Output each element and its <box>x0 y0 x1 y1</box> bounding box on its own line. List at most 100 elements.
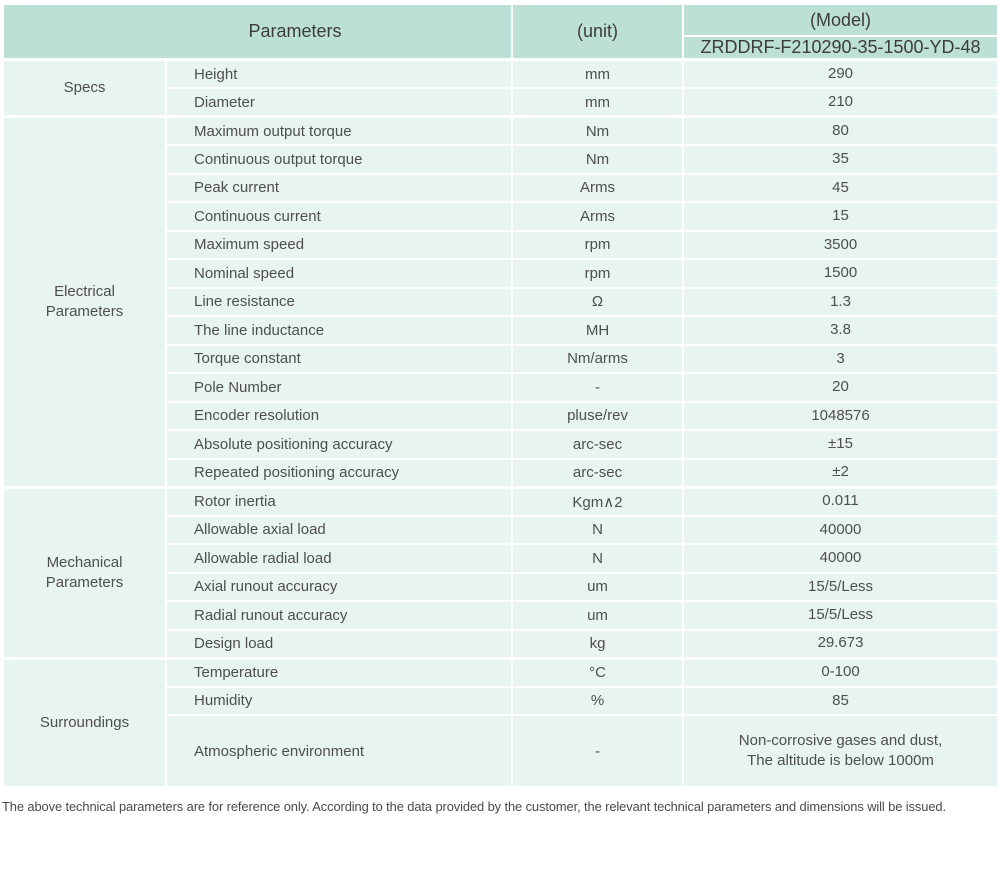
param-cell: Torque constant <box>164 343 514 374</box>
param-cell: Repeated positioning accuracy <box>164 457 514 488</box>
value-cell: 85 <box>682 685 999 716</box>
model-number-cell: ZRDDRF-F210290-35-1500-YD-48 <box>682 35 999 61</box>
value-cell: 45 <box>682 172 999 203</box>
value-cell: 35 <box>682 144 999 175</box>
header-row-1: Parameters (unit) (Model) <box>1 3 999 61</box>
value-cell: 15/5/Less <box>682 600 999 631</box>
unit-cell: Kgm∧2 <box>511 485 685 517</box>
value-cell: 3.8 <box>682 315 999 346</box>
value-cell: 20 <box>682 372 999 403</box>
value-cell: 3 <box>682 343 999 374</box>
value-cell: 210 <box>682 87 999 118</box>
table-row: Electrical Parameters Maximum output tor… <box>2 115 999 488</box>
unit-cell: MH <box>511 315 685 346</box>
param-cell: Height <box>164 58 514 89</box>
unit-cell: Arms <box>511 201 685 232</box>
table-row: Diameter mm 210 <box>3 87 999 118</box>
table-row: Allowable radial load N 40000 <box>3 543 999 574</box>
table-row: Torque constant Nm/arms 3 <box>3 343 999 374</box>
param-cell: Atmospheric environment <box>164 714 514 788</box>
param-cell: Design load <box>164 628 514 659</box>
spec-table: Parameters (unit) (Model) ZRDDRF-F210290… <box>1 3 999 788</box>
param-cell: Peak current <box>164 172 514 203</box>
value-cell: 1048576 <box>682 400 999 431</box>
value-cell: 0-100 <box>682 656 999 688</box>
param-cell: Maximum speed <box>164 229 514 260</box>
unit-cell: Ω <box>511 286 685 317</box>
param-cell: Absolute positioning accuracy <box>164 429 514 460</box>
unit-cell: - <box>511 714 685 788</box>
table-row: Surroundings Temperature °C 0-100 <box>2 656 999 788</box>
param-cell: Line resistance <box>164 286 514 317</box>
table-row: Repeated positioning accuracy arc-sec ±2 <box>3 457 999 488</box>
table-body: Specs Height mm 290 Diameter mm 210 Elec… <box>2 58 999 788</box>
table-header: Parameters (unit) (Model) ZRDDRF-F210290… <box>1 3 999 61</box>
table-row: Mechanical Parameters Rotor inertia Kgm∧… <box>2 485 999 659</box>
table-row: Allowable axial load N 40000 <box>3 514 999 545</box>
unit-cell: N <box>511 514 685 545</box>
unit-header-cell: (unit) <box>511 3 685 61</box>
header-row-2: ZRDDRF-F210290-35-1500-YD-48 <box>3 35 999 61</box>
table-row: Humidity % 85 <box>3 685 999 716</box>
param-cell: Diameter <box>164 87 514 118</box>
param-cell: Pole Number <box>164 372 514 403</box>
value-cell: 1500 <box>682 258 999 289</box>
param-cell: Temperature <box>164 656 514 688</box>
unit-cell: arc-sec <box>511 457 685 488</box>
param-cell: Rotor inertia <box>164 485 514 517</box>
value-cell: ±15 <box>682 429 999 460</box>
param-cell: Humidity <box>164 685 514 716</box>
param-cell: Encoder resolution <box>164 400 514 431</box>
group-cell-electrical: Electrical Parameters <box>2 115 167 488</box>
param-cell: Radial runout accuracy <box>164 600 514 631</box>
value-cell: 15 <box>682 201 999 232</box>
value-cell: 1.3 <box>682 286 999 317</box>
unit-cell: % <box>511 685 685 716</box>
page: Parameters (unit) (Model) ZRDDRF-F210290… <box>1 3 999 814</box>
param-cell: Maximum output torque <box>164 115 514 146</box>
param-cell: Continuous output torque <box>164 144 514 175</box>
param-cell: Allowable radial load <box>164 543 514 574</box>
unit-cell: pluse/rev <box>511 400 685 431</box>
value-cell: 40000 <box>682 543 999 574</box>
unit-cell: Nm <box>511 115 685 146</box>
unit-cell: um <box>511 600 685 631</box>
param-cell: Nominal speed <box>164 258 514 289</box>
value-cell: 15/5/Less <box>682 571 999 602</box>
unit-cell: um <box>511 571 685 602</box>
param-cell: Axial runout accuracy <box>164 571 514 602</box>
unit-cell: mm <box>511 58 685 89</box>
param-cell: The line inductance <box>164 315 514 346</box>
unit-cell: rpm <box>511 258 685 289</box>
value-cell: 290 <box>682 58 999 89</box>
unit-cell: kg <box>511 628 685 659</box>
table-row: Continuous output torque Nm 35 <box>3 144 999 175</box>
value-cell: 80 <box>682 115 999 146</box>
unit-cell: Nm/arms <box>511 343 685 374</box>
unit-cell: °C <box>511 656 685 688</box>
model-header-cell: (Model) <box>682 3 999 37</box>
table-row: Axial runout accuracy um 15/5/Less <box>3 571 999 602</box>
unit-cell: rpm <box>511 229 685 260</box>
table-row: Line resistance Ω 1.3 <box>3 286 999 317</box>
footnote: The above technical parameters are for r… <box>2 799 946 814</box>
unit-cell: N <box>511 543 685 574</box>
unit-cell: Nm <box>511 144 685 175</box>
value-cell: 0.011 <box>682 485 999 517</box>
unit-cell: arc-sec <box>511 429 685 460</box>
table-row: The line inductance MH 3.8 <box>3 315 999 346</box>
value-cell: ±2 <box>682 457 999 488</box>
table-row: Design load kg 29.673 <box>3 628 999 659</box>
unit-cell: Arms <box>511 172 685 203</box>
table-row: Atmospheric environment - Non-corrosive … <box>3 714 999 788</box>
unit-cell: - <box>511 372 685 403</box>
group-cell-mechanical: Mechanical Parameters <box>2 485 167 659</box>
group-cell-specs: Specs <box>2 58 167 118</box>
param-cell: Continuous current <box>164 201 514 232</box>
value-cell: 40000 <box>682 514 999 545</box>
group-cell-surroundings: Surroundings <box>2 656 167 788</box>
table-row: Specs Height mm 290 <box>2 58 999 118</box>
param-cell: Allowable axial load <box>164 514 514 545</box>
parameters-header-cell: Parameters <box>1 3 514 61</box>
unit-cell: mm <box>511 87 685 118</box>
